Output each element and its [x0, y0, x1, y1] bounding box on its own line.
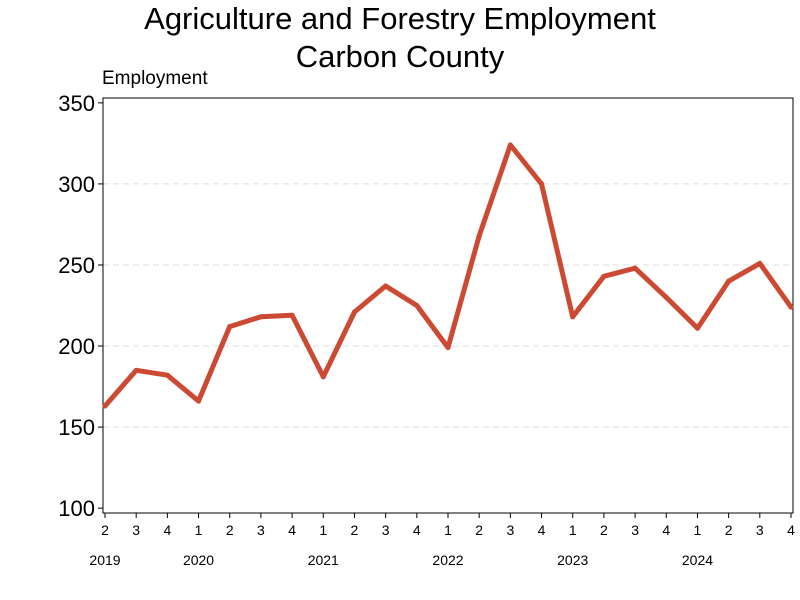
y-tick-label: 200	[58, 334, 95, 359]
x-tick-label: 2	[725, 522, 733, 538]
x-tick-label: 1	[195, 522, 203, 538]
x-tick-label: 1	[694, 522, 702, 538]
y-tick-label: 350	[58, 91, 95, 116]
data-point	[570, 314, 576, 320]
year-label: 2019	[89, 552, 120, 568]
data-point	[726, 278, 732, 284]
x-tick-label: 4	[662, 522, 670, 538]
x-tick-label: 2	[475, 522, 483, 538]
data-point	[164, 372, 170, 378]
data-point	[227, 324, 233, 330]
x-tick-label: 3	[756, 522, 764, 538]
y-tick-label: 100	[58, 496, 95, 521]
x-tick-label: 4	[163, 522, 171, 538]
x-tick-label: 3	[631, 522, 639, 538]
y-tick-label: 150	[58, 415, 95, 440]
data-point	[539, 181, 545, 187]
year-label: 2024	[682, 552, 713, 568]
data-point	[289, 312, 295, 318]
data-point	[757, 260, 763, 266]
x-tick-label: 4	[288, 522, 296, 538]
data-point	[476, 233, 482, 239]
x-tick-label: 1	[569, 522, 577, 538]
x-tick-label: 1	[444, 522, 452, 538]
data-point	[788, 304, 794, 310]
year-label: 2020	[183, 552, 214, 568]
data-point	[258, 314, 264, 320]
x-tick-label: 2	[600, 522, 608, 538]
x-tick-label: 3	[257, 522, 265, 538]
year-label: 2021	[308, 552, 339, 568]
plot-frame	[102, 97, 794, 514]
x-tick-label: 2	[101, 522, 109, 538]
x-tick-label: 2	[226, 522, 234, 538]
x-tick-label: 4	[787, 522, 795, 538]
data-point	[414, 303, 420, 308]
data-point	[601, 273, 607, 279]
data-point	[102, 403, 108, 409]
x-tick-label: 4	[413, 522, 421, 538]
data-point	[351, 309, 357, 315]
data-point	[507, 142, 513, 148]
data-point	[196, 398, 202, 404]
x-tick-label: 3	[506, 522, 514, 538]
data-point	[320, 374, 326, 380]
y-tick-label: 300	[58, 172, 95, 197]
data-point	[133, 367, 139, 373]
x-tick-label: 4	[538, 522, 546, 538]
y-axis-label: Employment	[102, 68, 208, 89]
x-tick-label: 1	[319, 522, 327, 538]
chart-title-line2: Carbon County	[295, 39, 505, 74]
data-point	[663, 294, 669, 300]
x-tick-label: 3	[132, 522, 140, 538]
data-point	[445, 345, 451, 351]
data-point	[694, 325, 700, 331]
y-tick-label: 250	[58, 253, 95, 278]
x-tick-label: 2	[351, 522, 359, 538]
data-point	[632, 265, 638, 271]
data-point	[383, 283, 389, 289]
year-label: 2022	[432, 552, 463, 568]
x-tick-label: 3	[382, 522, 390, 538]
year-label: 2023	[557, 552, 588, 568]
chart-title-line1: Agriculture and Forestry Employment	[144, 1, 656, 36]
